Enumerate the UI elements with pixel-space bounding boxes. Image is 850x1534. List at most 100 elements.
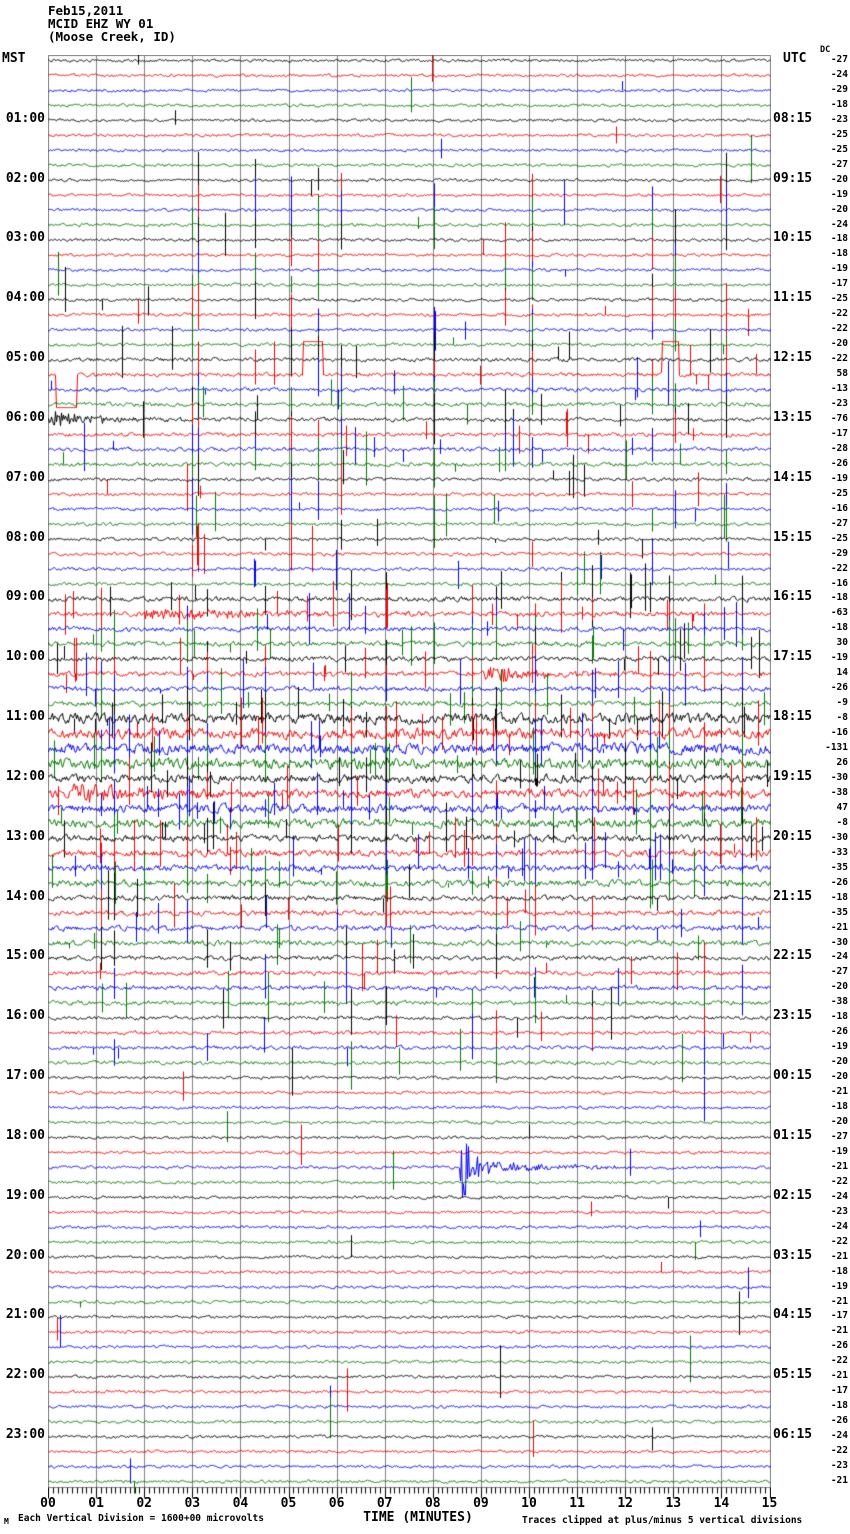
dc-offset-value: -38 — [830, 996, 848, 1008]
mst-hour-label: 08:00 — [5, 529, 45, 545]
utc-hour-label: 17:15 — [773, 649, 813, 665]
header-date: Feb15,2011 — [48, 3, 124, 18]
dc-offset-value: -30 — [830, 771, 848, 783]
dc-offset-value: -22 — [830, 562, 848, 574]
utc-hour-label: 01:15 — [773, 1127, 813, 1143]
dc-offset-value: -30 — [830, 831, 848, 843]
dc-offset-value: -24 — [830, 218, 848, 230]
dc-offset-value: -76 — [830, 412, 848, 424]
dc-offset-value: -19 — [830, 188, 848, 200]
dc-offset-value: -22 — [830, 323, 848, 335]
dc-offset-value: -21 — [830, 1325, 848, 1337]
dc-offset-value: -22 — [830, 1445, 848, 1457]
utc-hour-label: 18:15 — [773, 709, 813, 725]
clip-note: Traces clipped at plus/minus 5 vertical … — [522, 1515, 803, 1526]
dc-offset-value: -23 — [830, 398, 848, 410]
dc-offset-value: 58 — [836, 368, 848, 380]
dc-offset-value: -27 — [830, 517, 848, 529]
dc-offset-value: -38 — [830, 786, 848, 798]
dc-offset-column-label: DC — [820, 45, 831, 55]
minute-tick-label: 07 — [376, 1496, 393, 1511]
utc-hour-label: 11:15 — [773, 290, 813, 306]
minute-tick-label: 14 — [713, 1496, 730, 1511]
utc-hour-label: 04:15 — [773, 1307, 813, 1323]
dc-offset-value: -63 — [830, 607, 848, 619]
minute-tick-label: 01 — [88, 1496, 104, 1511]
mst-hour-label: 06:00 — [5, 409, 45, 425]
dc-offset-value: -19 — [830, 1041, 848, 1053]
x-axis-title: TIME (MINUTES) — [363, 1510, 473, 1525]
mst-hour-label: 10:00 — [5, 649, 45, 665]
dc-offset-value: -35 — [830, 861, 848, 873]
dc-offset-value: -13 — [830, 383, 848, 395]
minute-tick-label: 11 — [569, 1496, 585, 1511]
utc-hour-label: 09:15 — [773, 170, 813, 186]
utc-hour-label: 16:15 — [773, 589, 813, 605]
mst-hour-label: 05:00 — [5, 350, 45, 366]
dc-offset-value: -27 — [830, 158, 848, 170]
dc-offset-value: -22 — [830, 1235, 848, 1247]
dc-offset-value: -25 — [830, 293, 848, 305]
dc-offset-value: -22 — [830, 1355, 848, 1367]
dc-offset-value: -27 — [830, 54, 848, 65]
dc-offset-value: -21 — [830, 1250, 848, 1262]
dc-offset-value: -18 — [830, 248, 848, 260]
dc-offset-value: -22 — [830, 1175, 848, 1187]
dc-offset-value: -26 — [830, 682, 848, 694]
dc-offset-value: -27 — [830, 1130, 848, 1142]
dc-offset-value: -19 — [830, 1280, 848, 1292]
dc-offset-value: -24 — [830, 68, 848, 80]
dc-offset-value: -25 — [830, 487, 848, 499]
dc-offset-value: -21 — [830, 1475, 848, 1487]
utc-hour-label: 20:15 — [773, 828, 813, 844]
dc-offset-value: -28 — [830, 442, 848, 454]
dc-offset-value: -35 — [830, 906, 848, 918]
utc-hour-label: 06:15 — [773, 1427, 813, 1443]
mst-hour-label: 03:00 — [5, 230, 45, 246]
utc-hour-label: 13:15 — [773, 409, 813, 425]
dc-offset-value: -20 — [830, 1116, 848, 1128]
dc-offset-value: -25 — [830, 532, 848, 544]
dc-offset-value: -26 — [830, 876, 848, 888]
dc-offset-value: -18 — [830, 1011, 848, 1023]
utc-hour-label: 12:15 — [773, 350, 813, 366]
mst-hour-label: 09:00 — [5, 589, 45, 605]
scale-note: Each Vertical Division = 1600+00 microvo… — [18, 1513, 264, 1524]
mst-hour-label: 21:00 — [5, 1307, 45, 1323]
dc-offset-value: -16 — [830, 577, 848, 589]
dc-offset-value: -20 — [830, 203, 848, 215]
dc-offset-value: -18 — [830, 622, 848, 634]
utc-hour-label: 02:15 — [773, 1187, 813, 1203]
dc-offset-value: 30 — [836, 637, 848, 649]
dc-offset-value: -25 — [830, 143, 848, 155]
dc-offset-value: -18 — [830, 1265, 848, 1277]
minute-tick-label: 03 — [184, 1496, 201, 1511]
minute-tick-label: 06 — [328, 1496, 345, 1511]
minute-tick-label: 02 — [136, 1496, 153, 1511]
dc-offset-value: -18 — [830, 1101, 848, 1113]
utc-hour-label: 23:15 — [773, 1008, 813, 1024]
dc-offset-value: -19 — [830, 263, 848, 275]
minute-tick-label: 04 — [232, 1496, 249, 1511]
dc-offset-value: -18 — [830, 98, 848, 110]
utc-hour-label: 14:15 — [773, 469, 813, 485]
utc-hour-label: 19:15 — [773, 768, 813, 784]
dc-offset-value: -16 — [830, 727, 848, 739]
dc-offset-value: 14 — [836, 667, 848, 679]
header-station-location: (Moose Creek, ID) — [48, 29, 176, 44]
dc-offset-value: -24 — [830, 1430, 848, 1442]
utc-hour-label: 15:15 — [773, 529, 813, 545]
dc-offset-value: -8 — [836, 816, 848, 828]
dc-offset-value: -23 — [830, 113, 848, 125]
dc-offset-value: -20 — [830, 1056, 848, 1068]
corner-mark: M — [4, 1517, 9, 1526]
mst-hour-label: 20:00 — [5, 1247, 45, 1263]
mst-hour-label: 19:00 — [5, 1187, 45, 1203]
dc-offset-value: -25 — [830, 128, 848, 140]
dc-offset-value: -17 — [830, 427, 848, 439]
right-timezone-label: UTC — [783, 51, 807, 66]
dc-offset-value: -131 — [825, 742, 848, 754]
dc-offset-value: -8 — [836, 712, 848, 724]
mst-hour-label: 16:00 — [5, 1008, 45, 1024]
dc-offset-value: -24 — [830, 1190, 848, 1202]
